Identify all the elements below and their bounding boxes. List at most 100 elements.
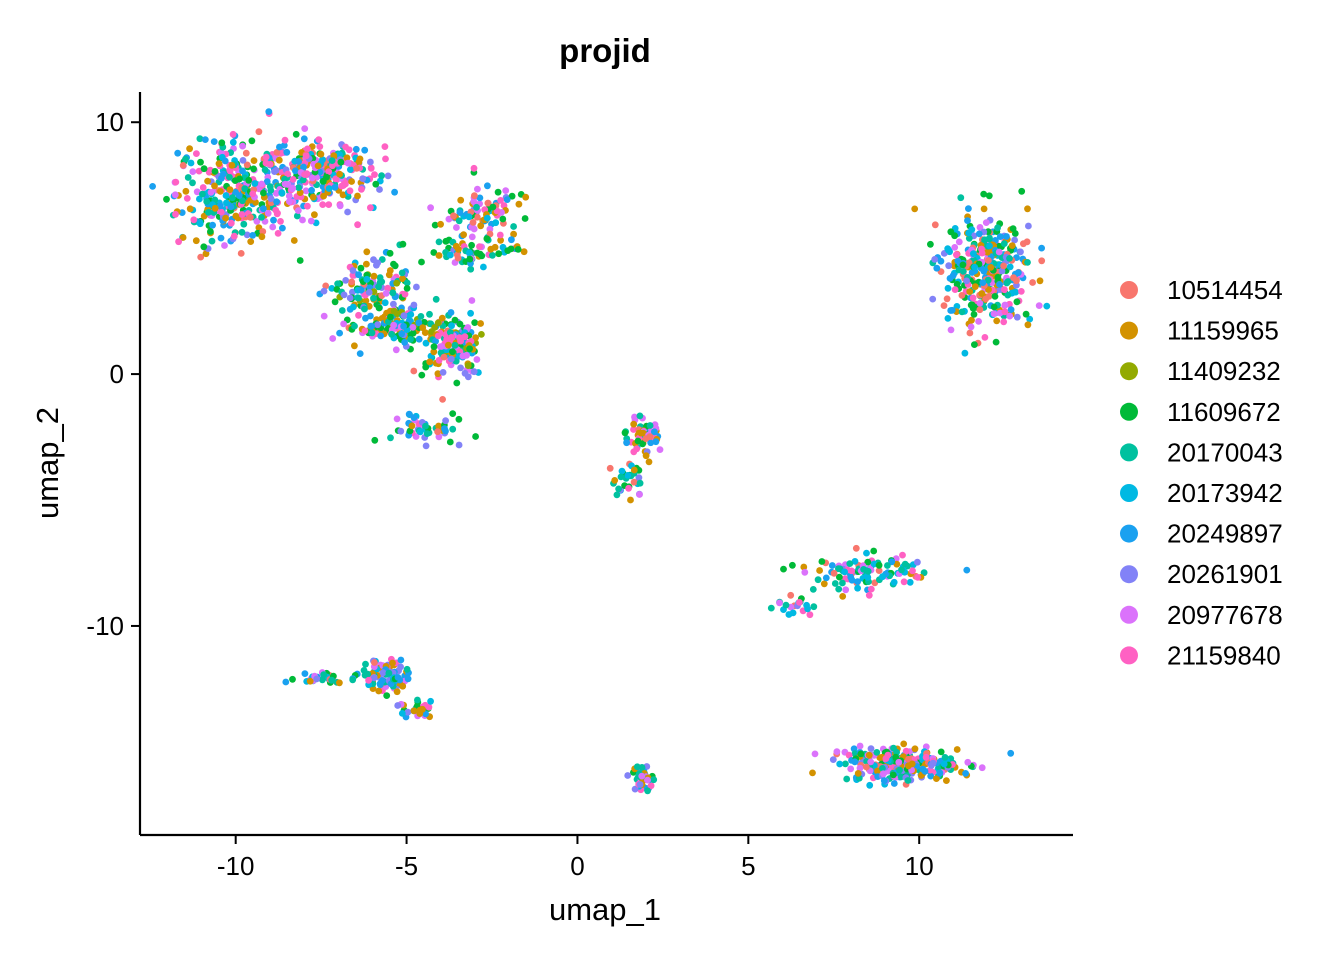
data-point xyxy=(440,353,448,361)
data-point xyxy=(461,333,469,341)
data-point xyxy=(510,223,517,230)
legend-label: 20170043 xyxy=(1167,437,1283,467)
data-point xyxy=(990,303,998,311)
data-point xyxy=(423,430,431,437)
data-point xyxy=(953,303,961,310)
data-point xyxy=(340,291,348,299)
data-point xyxy=(931,256,939,263)
data-point xyxy=(359,175,367,183)
data-point xyxy=(1007,306,1015,313)
data-point xyxy=(349,676,357,684)
data-point xyxy=(449,425,457,433)
data-point xyxy=(262,153,270,161)
data-point xyxy=(993,317,1001,325)
data-point xyxy=(273,198,280,206)
data-point xyxy=(374,321,381,329)
data-point xyxy=(801,568,809,576)
data-point xyxy=(381,299,389,307)
data-point xyxy=(510,230,517,238)
data-point xyxy=(393,415,401,423)
data-point xyxy=(1003,233,1010,240)
data-point xyxy=(644,776,651,784)
data-point xyxy=(508,192,516,200)
data-point xyxy=(353,165,360,172)
x-axis-ticks: -10 -5 0 5 10 xyxy=(217,835,934,881)
legend-item: 20170043 xyxy=(1120,437,1283,467)
data-point xyxy=(906,578,914,586)
data-point xyxy=(292,130,300,138)
data-point xyxy=(457,196,465,204)
data-point xyxy=(197,158,204,166)
data-point xyxy=(489,203,497,211)
x-tick-label: 10 xyxy=(905,851,934,881)
legend-item: 20977678 xyxy=(1120,600,1283,630)
data-point xyxy=(818,558,826,565)
data-point xyxy=(349,288,356,296)
data-point xyxy=(435,356,443,364)
data-point xyxy=(414,696,421,704)
data-point xyxy=(392,346,400,354)
data-point xyxy=(217,202,224,210)
data-point xyxy=(325,185,333,192)
data-point xyxy=(230,232,238,240)
data-point xyxy=(390,307,398,315)
data-point xyxy=(347,166,354,174)
data-point xyxy=(398,330,406,338)
data-point xyxy=(958,292,966,299)
data-point xyxy=(163,195,170,203)
data-point xyxy=(422,422,429,430)
data-point xyxy=(867,745,875,752)
data-point xyxy=(959,268,967,275)
data-point xyxy=(1001,301,1009,309)
data-point xyxy=(839,593,847,600)
data-point xyxy=(892,753,900,761)
data-point xyxy=(238,228,246,236)
data-point xyxy=(426,310,433,318)
data-point xyxy=(277,218,284,225)
data-point xyxy=(363,275,371,283)
data-point xyxy=(879,765,886,772)
data-point xyxy=(193,150,200,158)
data-point xyxy=(800,563,808,571)
data-point xyxy=(354,221,361,229)
data-point xyxy=(927,772,935,780)
data-point xyxy=(229,130,237,138)
data-point xyxy=(189,168,197,176)
data-point xyxy=(966,288,974,295)
data-point xyxy=(393,688,401,696)
data-point xyxy=(647,439,655,447)
data-point xyxy=(854,770,862,777)
data-point xyxy=(976,224,984,231)
data-point xyxy=(843,775,851,783)
data-point xyxy=(889,771,897,779)
y-axis-ticks: -10 0 10 xyxy=(86,107,140,641)
data-point xyxy=(259,228,267,235)
data-point xyxy=(987,264,995,271)
data-point xyxy=(413,283,420,291)
data-point xyxy=(944,284,952,292)
data-point xyxy=(316,168,324,176)
data-point xyxy=(393,279,401,287)
data-point xyxy=(314,162,322,170)
data-point xyxy=(365,289,373,296)
data-point xyxy=(909,567,916,575)
data-point xyxy=(828,562,836,569)
data-point xyxy=(875,561,883,569)
data-point xyxy=(302,187,310,195)
legend-label: 20977678 xyxy=(1167,600,1283,630)
legend-label: 11159965 xyxy=(1167,316,1279,346)
data-point xyxy=(227,219,235,227)
data-point xyxy=(852,544,860,552)
data-point xyxy=(520,248,528,256)
data-point xyxy=(264,209,272,217)
data-point xyxy=(356,350,364,357)
data-point xyxy=(371,436,379,444)
data-point xyxy=(820,580,828,588)
data-point xyxy=(372,180,380,188)
data-point xyxy=(880,770,887,778)
data-point xyxy=(975,230,983,238)
data-point xyxy=(427,204,434,212)
data-point xyxy=(199,184,207,191)
data-point xyxy=(357,264,365,272)
data-point xyxy=(469,219,477,226)
